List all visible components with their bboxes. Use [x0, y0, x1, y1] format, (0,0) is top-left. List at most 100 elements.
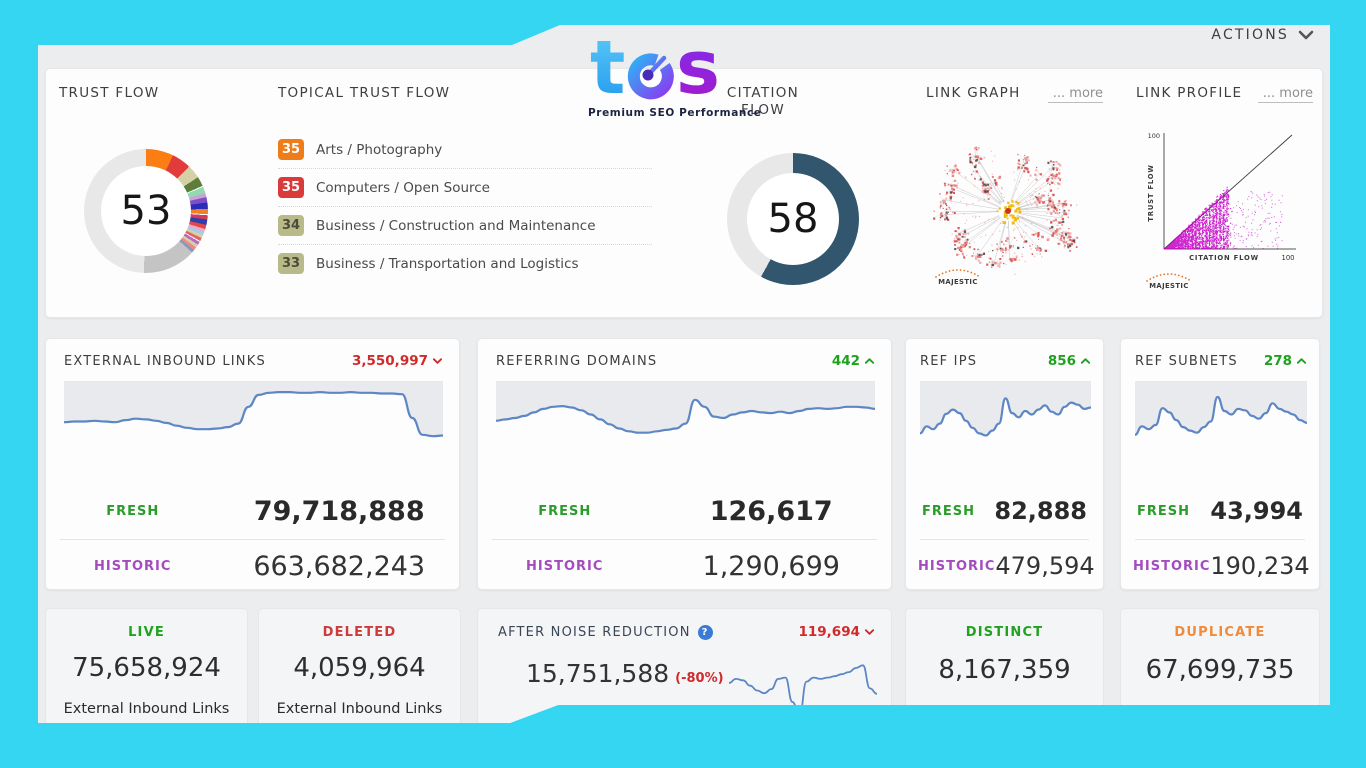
fresh-value: 82,888: [994, 497, 1087, 525]
actions-menu[interactable]: ACTIONS: [1211, 25, 1314, 45]
link-profile-more-link[interactable]: ... more: [1258, 86, 1313, 103]
deleted-links-card: DELETED 4,059,964 External Inbound Links: [258, 608, 461, 723]
fresh-value: 43,994: [1210, 497, 1303, 525]
sparkline-chart: [729, 664, 877, 717]
duplicate-label: DUPLICATE: [1174, 625, 1266, 640]
citation-flow-donut: 58: [727, 153, 859, 285]
deleted-label: DELETED: [322, 625, 397, 640]
trend-arrow-icon: [432, 358, 443, 364]
live-label: LIVE: [128, 625, 165, 640]
citation-flow-title: CITATION FLOW: [726, 85, 800, 118]
sparkline-chart: [496, 381, 875, 434]
topical-item[interactable]: 35 Computers / Open Source: [278, 169, 652, 207]
trust-flow-title: TRUST FLOW: [59, 85, 160, 101]
anr-note: (-80%): [675, 671, 724, 686]
card-title: REF IPS: [920, 354, 978, 369]
fresh-value: 79,718,888: [253, 495, 425, 527]
distinct-card: DISTINCT 8,167,359: [905, 608, 1104, 723]
historic-value: 479,594: [995, 552, 1095, 580]
divider: [60, 539, 445, 540]
majestic-logo: MAJESTIC: [1142, 269, 1196, 291]
trust-flow-donut: 53: [84, 149, 208, 273]
actions-label: ACTIONS: [1211, 27, 1289, 43]
logo-letter-t: t: [590, 33, 625, 105]
live-links-card: LIVE 75,658,924 External Inbound Links: [45, 608, 248, 723]
logo-letter-s: s: [676, 33, 720, 105]
link-profile-points: [1164, 186, 1283, 250]
majestic-logo: MAJESTIC: [931, 265, 985, 287]
svg-text:MAJESTIC: MAJESTIC: [1149, 282, 1188, 290]
link-profile-title: LINK PROFILE: [1136, 85, 1243, 101]
topical-score-badge: 34: [278, 215, 304, 236]
delta-value: 278: [1264, 353, 1307, 369]
sparkline-chart: [1135, 381, 1307, 436]
fresh-label: FRESH: [538, 503, 592, 519]
historic-value: 190,234: [1210, 552, 1310, 580]
delta-value: 856: [1048, 353, 1091, 369]
fresh-label: FRESH: [1137, 503, 1191, 519]
historic-value: 663,682,243: [253, 550, 426, 582]
topical-score-badge: 33: [278, 253, 304, 274]
sparkline-chart: [920, 381, 1091, 437]
topical-item[interactable]: 34 Business / Construction and Maintenan…: [278, 207, 652, 245]
trust-flow-value: 53: [120, 188, 172, 234]
majestic-arc-icon: [935, 269, 981, 278]
fresh-value: 126,617: [709, 495, 833, 527]
link-graph-more-link[interactable]: ... more: [1048, 86, 1103, 103]
historic-value: 1,290,699: [702, 550, 840, 582]
external-inbound-links-card: EXTERNAL INBOUND LINKS 3,550,997 FRESH 7…: [45, 338, 460, 590]
link-profile-plot: 100 100 CITATION FLOW TRUST FLOW: [1147, 132, 1296, 262]
delta-value: 442: [832, 353, 875, 369]
live-value: 75,658,924: [72, 653, 221, 683]
card-title: REFERRING DOMAINS: [496, 354, 658, 369]
chevron-down-icon: [1298, 30, 1314, 40]
majestic-arc-icon: [1146, 273, 1192, 282]
link-graph-plot: [933, 146, 1079, 275]
fresh-label: FRESH: [922, 503, 976, 519]
svg-text:CITATION FLOW: CITATION FLOW: [1189, 254, 1259, 262]
deleted-caption: External Inbound Links: [276, 701, 443, 717]
topical-trust-flow-list: 35 Arts / Photography 35 Computers / Ope…: [278, 131, 652, 282]
divider: [492, 539, 877, 540]
topical-item[interactable]: 35 Arts / Photography: [278, 131, 652, 169]
fresh-label: FRESH: [106, 503, 160, 519]
anr-value: 15,751,588: [526, 659, 670, 688]
svg-text:TRUST FLOW: TRUST FLOW: [1147, 164, 1155, 221]
delta-value: 3,550,997: [352, 353, 443, 369]
historic-label: HISTORIC: [918, 558, 996, 574]
topical-item-label: Business / Construction and Maintenance: [316, 217, 596, 234]
topical-item-label: Computers / Open Source: [316, 179, 490, 196]
trend-arrow-icon: [864, 358, 875, 364]
trend-arrow-icon: [1080, 358, 1091, 364]
topical-item[interactable]: 33 Business / Transportation and Logisti…: [278, 245, 652, 282]
card-title: REF SUBNETS: [1135, 354, 1238, 369]
logo-compass-o: [627, 53, 674, 100]
topical-trust-flow-title: TOPICAL TRUST FLOW: [278, 85, 451, 101]
svg-text:100: 100: [1282, 254, 1295, 262]
historic-label: HISTORIC: [1133, 558, 1211, 574]
deleted-value: 4,059,964: [293, 653, 426, 683]
help-icon[interactable]: ?: [697, 625, 713, 640]
flow-metrics-card: TRUST FLOW TOPICAL TRUST FLOW CITATION F…: [45, 68, 1323, 318]
anr-title: AFTER NOISE REDUCTION: [498, 625, 691, 640]
trend-arrow-icon: [1296, 358, 1307, 364]
topical-item-label: Business / Transportation and Logistics: [316, 255, 579, 272]
after-noise-reduction-card: AFTER NOISE REDUCTION ? 119,694 15,751,5…: [477, 608, 892, 723]
topical-score-badge: 35: [278, 139, 304, 160]
citation-flow-value: 58: [767, 196, 819, 242]
live-caption: External Inbound Links: [63, 701, 230, 717]
delta-value: 119,694: [799, 624, 876, 640]
dashboard-panel: ACTIONS TRUST FLOW TOPICAL TRUST FLOW CI…: [38, 25, 1330, 723]
historic-label: HISTORIC: [526, 558, 604, 574]
sparkline-chart: [64, 381, 443, 438]
duplicate-value: 67,699,735: [1145, 655, 1295, 685]
referring-domains-card: REFERRING DOMAINS 442 FRESH 126,617 HIST…: [477, 338, 892, 590]
svg-text:MAJESTIC: MAJESTIC: [938, 278, 977, 286]
topical-score-badge: 35: [278, 177, 304, 198]
link-graph-title: LINK GRAPH: [926, 85, 1021, 101]
link-profile-axes: 100 100 CITATION FLOW TRUST FLOW: [1147, 132, 1296, 262]
historic-label: HISTORIC: [94, 558, 172, 574]
ref-subnets-card: REF SUBNETS 278 FRESH 43,994 HISTORIC 19…: [1120, 338, 1320, 590]
topical-item-label: Arts / Photography: [316, 141, 443, 158]
